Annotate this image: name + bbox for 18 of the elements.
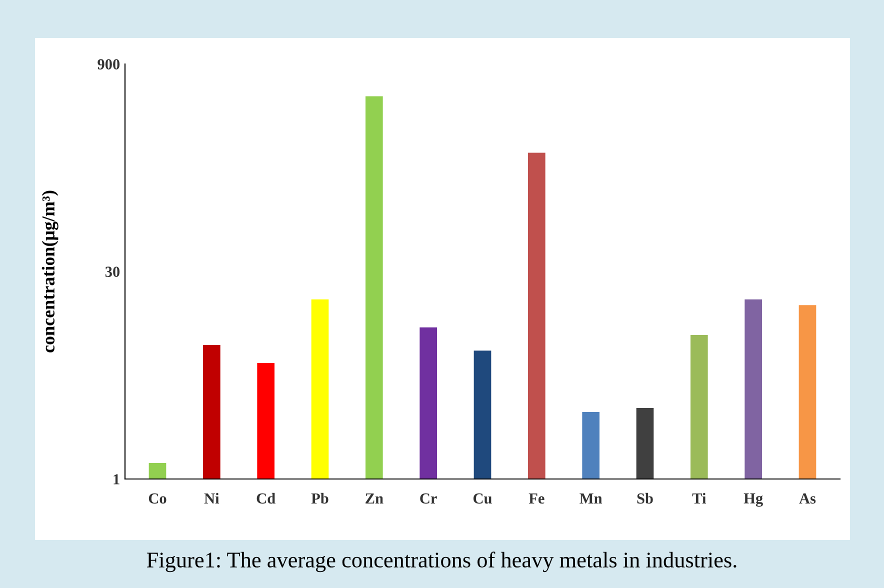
x-tick-label: Fe [528, 493, 544, 504]
x-tick-label: Sb [637, 492, 653, 504]
x-tick-label: Zn [366, 493, 384, 504]
x-tick-label: As [799, 493, 816, 504]
x-tick-label: Ti [692, 492, 706, 504]
x-tick-label: Pb [311, 492, 328, 504]
caption: Figure1: The average concentrations of heavy metals in industries. [146, 552, 736, 572]
y-tick-label: 1 [114, 474, 120, 484]
y-tick-label: 30 [105, 266, 120, 277]
x-tick-label: Co [148, 493, 166, 504]
y-axis-title: concentration(μg/m³) [42, 190, 58, 352]
x-tick-label: Ni [204, 492, 220, 504]
x-tick-label: Cr [420, 493, 437, 504]
x-tick-label: Cd [256, 492, 276, 504]
y-tick-label: 900 [98, 59, 120, 70]
x-tick-label: Cu [473, 493, 492, 504]
x-tick-label: Hg [744, 493, 763, 507]
x-tick-label: Mn [580, 493, 602, 504]
